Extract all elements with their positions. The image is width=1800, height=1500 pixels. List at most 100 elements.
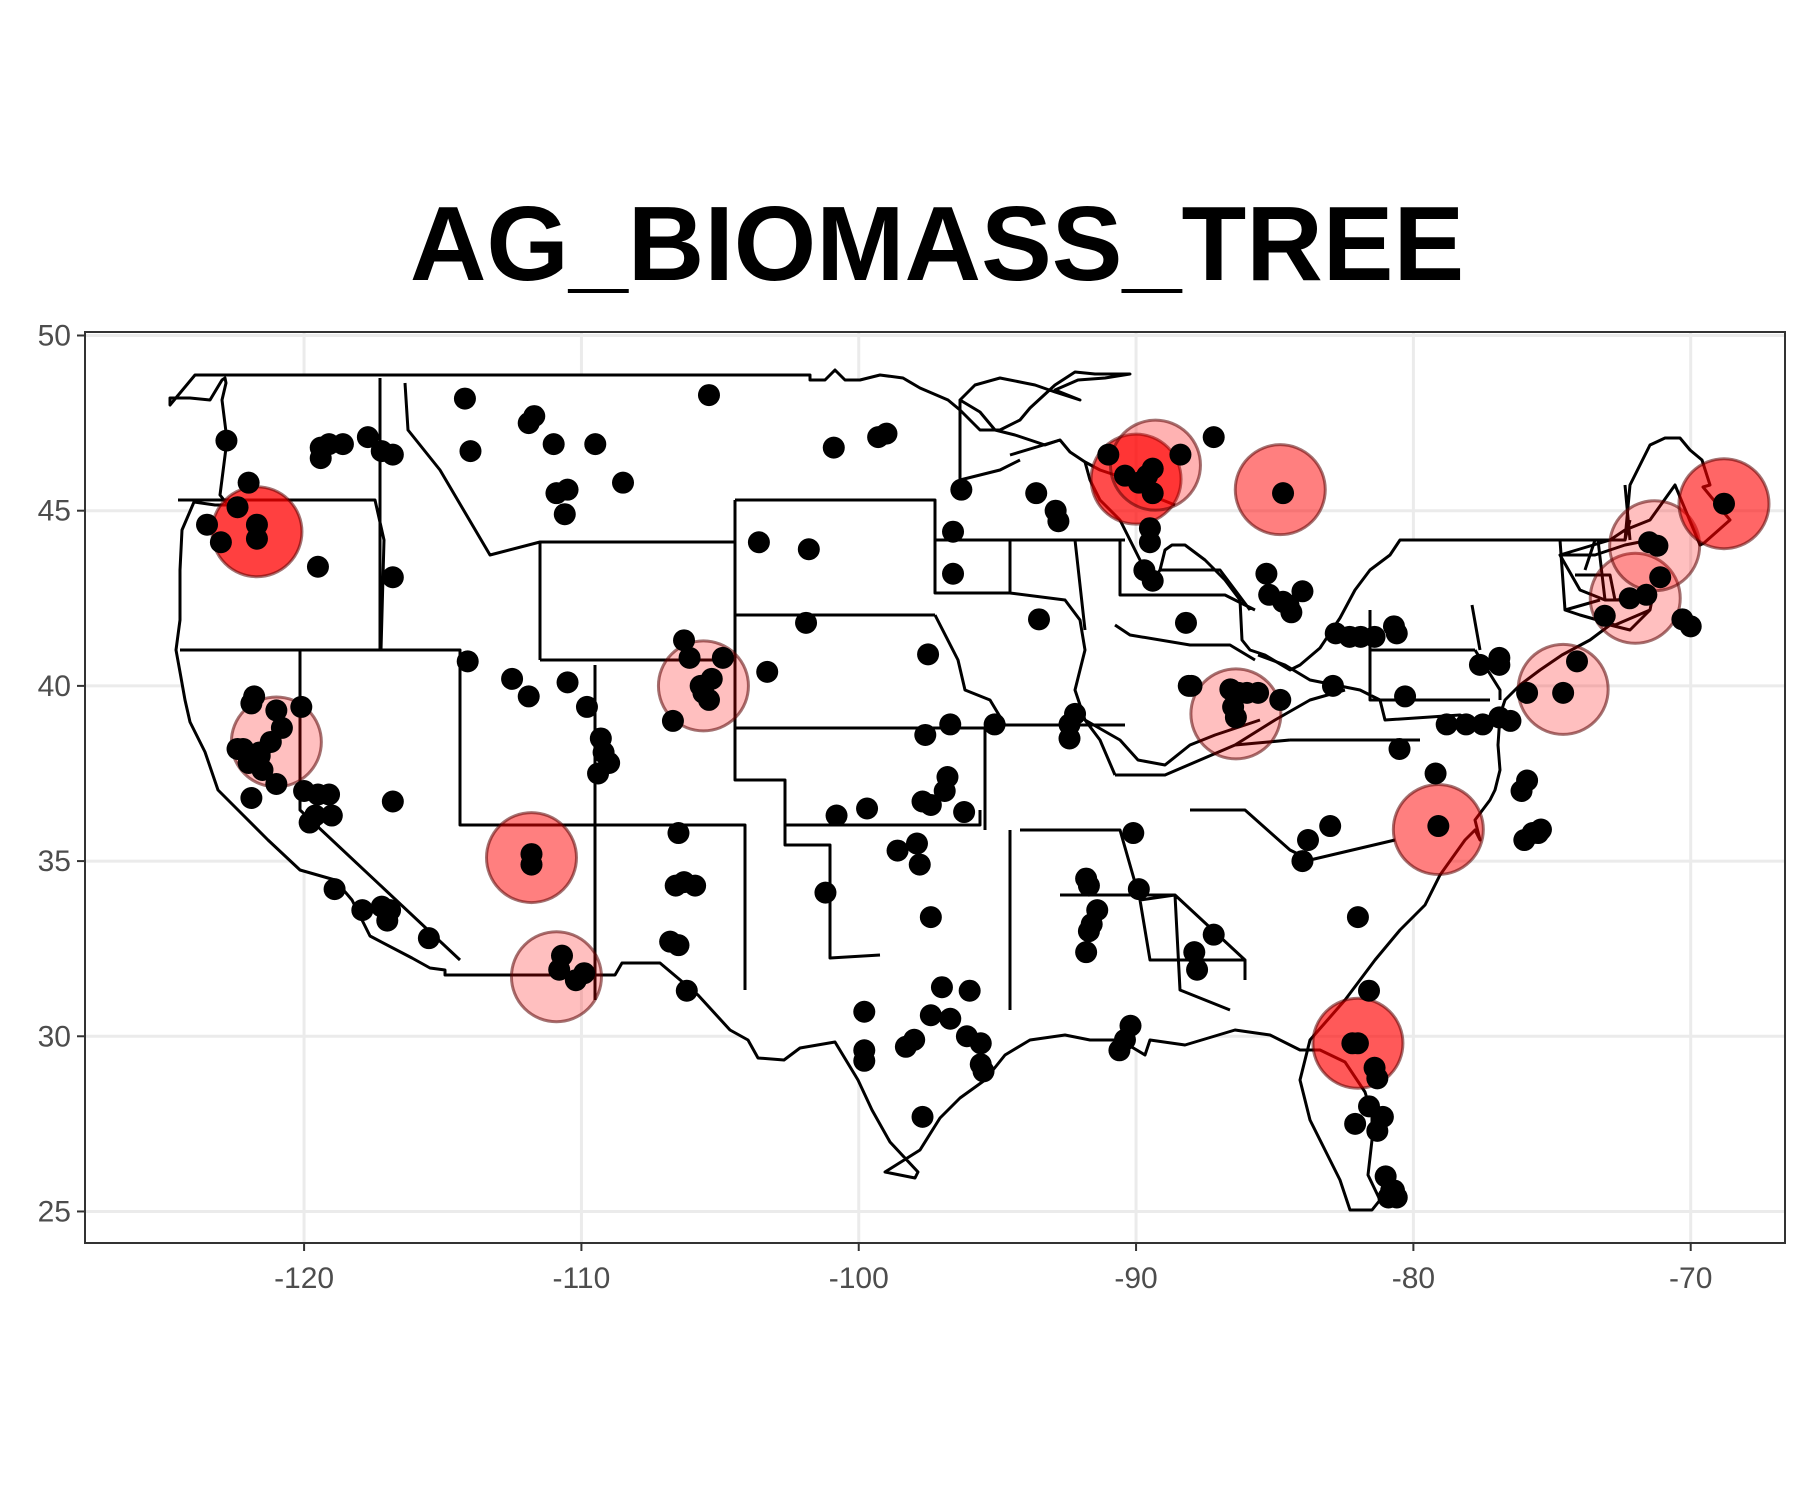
site-point <box>323 878 346 901</box>
site-point <box>1141 457 1164 480</box>
site-point <box>1108 1039 1131 1062</box>
plot-panel-border <box>84 331 1786 1244</box>
site-point <box>1297 829 1320 852</box>
site-point <box>351 899 374 922</box>
site-point <box>1247 681 1270 704</box>
site-point <box>240 692 263 715</box>
site-point <box>697 688 720 711</box>
site-point <box>318 783 341 806</box>
site-point <box>697 384 720 407</box>
site-point <box>520 853 543 876</box>
site-point <box>936 765 959 788</box>
site-point <box>711 646 734 669</box>
site-point <box>1516 681 1539 704</box>
site-point <box>914 723 937 746</box>
y-tick-label: 45 <box>38 495 71 528</box>
site-point <box>523 405 546 428</box>
site-point <box>226 496 249 519</box>
site-point <box>376 909 399 932</box>
site-point <box>675 979 698 1002</box>
site-point <box>1427 815 1450 838</box>
site-point <box>797 538 820 561</box>
site-point <box>1513 829 1536 852</box>
x-tick-label: -90 <box>1114 1262 1157 1295</box>
site-point <box>1280 601 1303 624</box>
site-point <box>1510 780 1533 803</box>
site-point <box>1169 443 1192 466</box>
site-point <box>1529 818 1552 841</box>
site-point <box>240 787 263 810</box>
site-point <box>1424 762 1447 785</box>
y-tick-label: 40 <box>38 670 71 703</box>
site-point <box>917 643 940 666</box>
site-point <box>1618 587 1641 610</box>
x-tick-label: -120 <box>274 1262 334 1295</box>
site-point <box>930 976 953 999</box>
site-point <box>1141 482 1164 505</box>
site-point <box>908 853 931 876</box>
site-point <box>237 471 260 494</box>
site-point <box>226 737 249 760</box>
site-point <box>1180 674 1203 697</box>
site-point <box>290 695 313 718</box>
site-point <box>1291 580 1314 603</box>
site-point <box>1202 426 1225 449</box>
site-point <box>1679 615 1702 638</box>
site-point <box>598 751 621 774</box>
site-point <box>1255 562 1278 585</box>
site-point <box>856 797 879 820</box>
x-tick-label: -110 <box>552 1262 610 1295</box>
x-tick-label: -70 <box>1669 1262 1712 1295</box>
site-point <box>1341 1032 1364 1055</box>
y-tick-label: 30 <box>38 1020 71 1053</box>
site-point <box>853 1049 876 1072</box>
site-point <box>1552 681 1575 704</box>
site-point <box>972 1060 995 1083</box>
site-point <box>1174 611 1197 634</box>
site-point <box>1435 713 1458 736</box>
site-point <box>1025 482 1048 505</box>
site-point <box>1321 674 1344 697</box>
site-point <box>306 555 329 578</box>
site-point <box>1269 688 1292 711</box>
site-point <box>1488 646 1511 669</box>
site-point <box>911 1105 934 1128</box>
site-point <box>1077 874 1100 897</box>
site-point <box>1346 906 1369 929</box>
site-point <box>248 744 271 767</box>
site-point <box>747 531 770 554</box>
site-point <box>814 881 837 904</box>
site-point <box>215 429 238 452</box>
site-point <box>853 1000 876 1023</box>
site-point <box>381 790 404 813</box>
site-point <box>548 958 571 981</box>
site-point <box>517 685 540 708</box>
site-point <box>209 531 232 554</box>
site-point <box>501 667 524 690</box>
site-point <box>542 433 565 456</box>
site-point <box>320 804 343 827</box>
site-point <box>905 832 928 855</box>
site-point <box>903 1028 926 1051</box>
site-point <box>459 440 482 463</box>
site-point <box>1382 1179 1405 1202</box>
site-point <box>584 433 607 456</box>
site-point <box>950 478 973 501</box>
site-point <box>875 422 898 445</box>
site-point <box>756 660 779 683</box>
site-point <box>612 471 635 494</box>
site-point <box>684 874 707 897</box>
site-point <box>953 801 976 824</box>
site-point <box>673 629 696 652</box>
site-point <box>1183 941 1206 964</box>
site-point <box>1097 443 1120 466</box>
site-point <box>1075 941 1098 964</box>
site-point <box>1186 958 1209 981</box>
site-point <box>1468 653 1491 676</box>
site-point <box>919 1004 942 1027</box>
site-point <box>1358 979 1381 1002</box>
site-point <box>911 790 934 813</box>
site-point <box>556 671 579 694</box>
site-point <box>1635 583 1658 606</box>
